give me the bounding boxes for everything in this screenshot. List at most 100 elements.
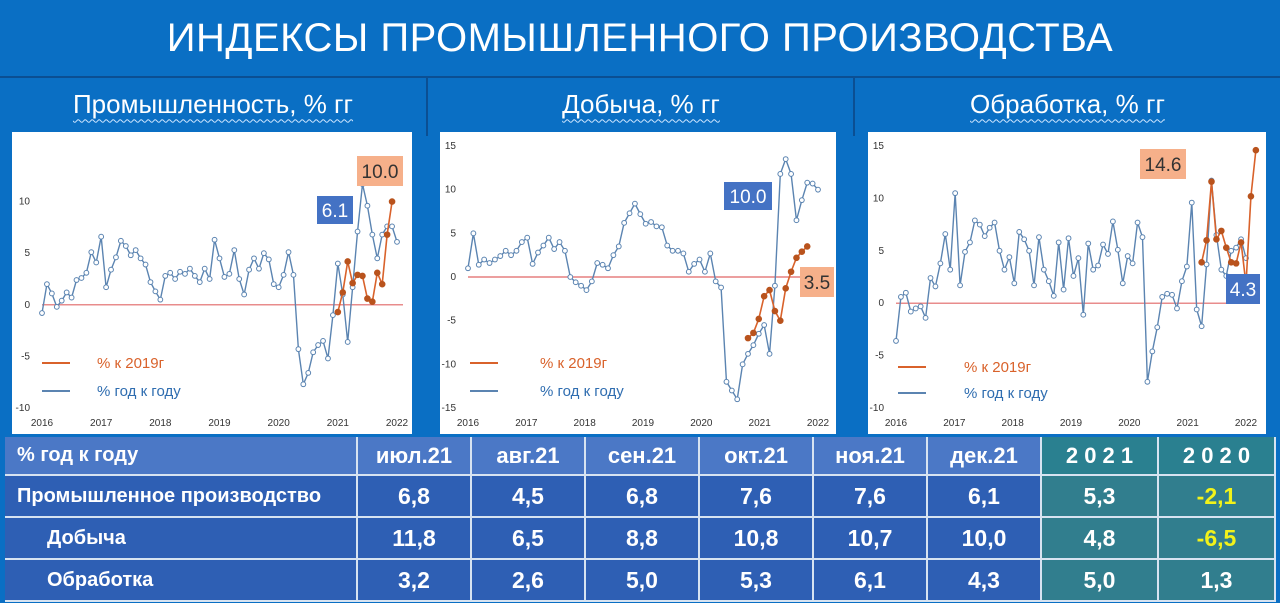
data-point-yoy xyxy=(804,179,811,186)
table-row: Промышленное производство 6,8 4,5 6,8 7,… xyxy=(5,475,1276,518)
legend-label-vs-2019: % к 2019г xyxy=(540,355,608,372)
data-point-yoy xyxy=(518,239,525,245)
callout-box xyxy=(1140,149,1186,179)
table-cell-highlight: -6,5 xyxy=(1158,517,1276,560)
data-point-vs-2019 xyxy=(359,272,366,280)
data-point-yoy xyxy=(83,269,90,276)
data-point-yoy xyxy=(1149,348,1156,355)
data-point-yoy xyxy=(599,261,606,268)
x-tick-label: 2016 xyxy=(457,418,480,429)
table-cell: 6,1 xyxy=(813,559,928,602)
data-point-yoy xyxy=(108,266,114,273)
y-tick-label: -5 xyxy=(447,316,456,327)
data-point-yoy xyxy=(1159,294,1166,300)
data-point-yoy xyxy=(793,217,800,224)
data-point-yoy xyxy=(1085,240,1092,247)
callout-box xyxy=(317,196,353,224)
table-cell: 3,2 xyxy=(357,559,472,602)
row-label: Добыча xyxy=(5,517,358,560)
x-tick-label: 2021 xyxy=(1177,418,1200,429)
callout-label: 10.0 xyxy=(362,162,399,183)
data-point-vs-2019 xyxy=(1232,260,1240,267)
data-point-vs-2019 xyxy=(1218,227,1225,235)
data-point-yoy xyxy=(947,266,954,273)
y-tick-label: 10 xyxy=(873,193,885,204)
table-header-row: % год к году июл.21 авг.21 сен.21 окт.21… xyxy=(5,437,1276,476)
data-point-yoy xyxy=(201,265,208,272)
data-point-yoy xyxy=(275,284,282,291)
data-point-yoy xyxy=(556,239,563,245)
table-cell: 7,6 xyxy=(813,475,928,518)
panel-title-manufacturing: Обработка, % гг xyxy=(855,78,1280,130)
data-point-yoy xyxy=(1006,254,1013,260)
data-point-yoy xyxy=(572,279,579,286)
table-cell: 4,8 xyxy=(1041,517,1159,560)
table-cell: 6,8 xyxy=(357,475,472,518)
table-cell-highlight: -2,1 xyxy=(1158,475,1276,518)
table-cell: 4,5 xyxy=(471,475,586,518)
data-point-yoy xyxy=(152,288,159,295)
callout-box xyxy=(1226,274,1260,304)
data-point-yoy xyxy=(1080,311,1087,318)
table-header-cell: % год к году xyxy=(5,437,358,476)
data-point-yoy xyxy=(772,282,778,289)
table-cell: 10,7 xyxy=(813,517,928,560)
x-tick-label: 2021 xyxy=(327,418,350,429)
data-point-yoy xyxy=(492,256,498,263)
data-point-yoy xyxy=(63,289,70,296)
data-point-yoy xyxy=(53,303,60,310)
table-header-cell: сен.21 xyxy=(585,437,700,476)
data-point-yoy xyxy=(815,186,821,193)
data-point-yoy xyxy=(394,238,400,245)
data-point-yoy xyxy=(251,255,257,262)
table-cell: 2,6 xyxy=(471,559,586,602)
summary-table: % год к году июл.21 авг.21 сен.21 окт.21… xyxy=(0,437,1280,603)
data-point-yoy xyxy=(1090,266,1097,273)
data-point-yoy xyxy=(465,265,471,272)
table-header-cell: авг.21 xyxy=(471,437,586,476)
data-point-yoy xyxy=(1050,292,1057,299)
data-point-yoy xyxy=(562,247,568,254)
data-point-yoy xyxy=(545,234,552,241)
data-point-yoy xyxy=(470,230,477,237)
table-row: Добыча 11,8 6,5 8,8 10,8 10,7 10,0 4,8 -… xyxy=(5,517,1276,560)
data-point-vs-2019 xyxy=(339,289,347,296)
table-cell: 5,0 xyxy=(585,559,700,602)
data-point-yoy xyxy=(540,242,547,249)
table-row: Обработка 3,2 2,6 5,0 5,3 6,1 4,3 5,0 1,… xyxy=(5,559,1276,602)
x-tick-label: 2020 xyxy=(1118,418,1141,429)
table-cell: 8,8 xyxy=(585,517,700,560)
data-point-yoy xyxy=(157,296,164,303)
data-point-yoy xyxy=(1055,239,1062,246)
x-tick-label: 2016 xyxy=(31,418,54,429)
data-point-yoy xyxy=(196,279,203,285)
data-point-yoy xyxy=(497,253,504,259)
data-point-vs-2019 xyxy=(378,280,386,288)
data-point-yoy xyxy=(142,261,149,268)
x-tick-label: 2022 xyxy=(807,418,830,429)
data-point-vs-2019 xyxy=(334,308,342,316)
data-point-yoy xyxy=(637,211,644,218)
data-point-vs-2019 xyxy=(1247,193,1255,200)
data-point-vs-2019 xyxy=(798,248,806,255)
data-point-yoy xyxy=(1183,263,1190,270)
x-tick-label: 2018 xyxy=(1002,418,1025,429)
data-point-yoy xyxy=(137,255,144,262)
x-tick-label: 2021 xyxy=(749,418,772,429)
data-point-yoy xyxy=(1100,241,1106,248)
data-point-yoy xyxy=(658,224,665,231)
table-header-cell: июл.21 xyxy=(357,437,472,476)
data-point-vs-2019 xyxy=(364,295,371,302)
data-point-yoy xyxy=(1016,229,1023,235)
y-tick-label: 0 xyxy=(878,298,884,309)
data-point-yoy xyxy=(1075,255,1082,262)
y-tick-label: -10 xyxy=(16,403,31,414)
data-point-yoy xyxy=(1026,247,1032,254)
data-point-yoy xyxy=(723,378,730,385)
callout-box xyxy=(800,267,834,297)
data-point-yoy xyxy=(991,219,998,226)
table-cell: 6,8 xyxy=(585,475,700,518)
data-point-yoy xyxy=(669,247,676,254)
y-tick-label: 15 xyxy=(445,141,457,152)
data-point-yoy xyxy=(68,294,75,301)
